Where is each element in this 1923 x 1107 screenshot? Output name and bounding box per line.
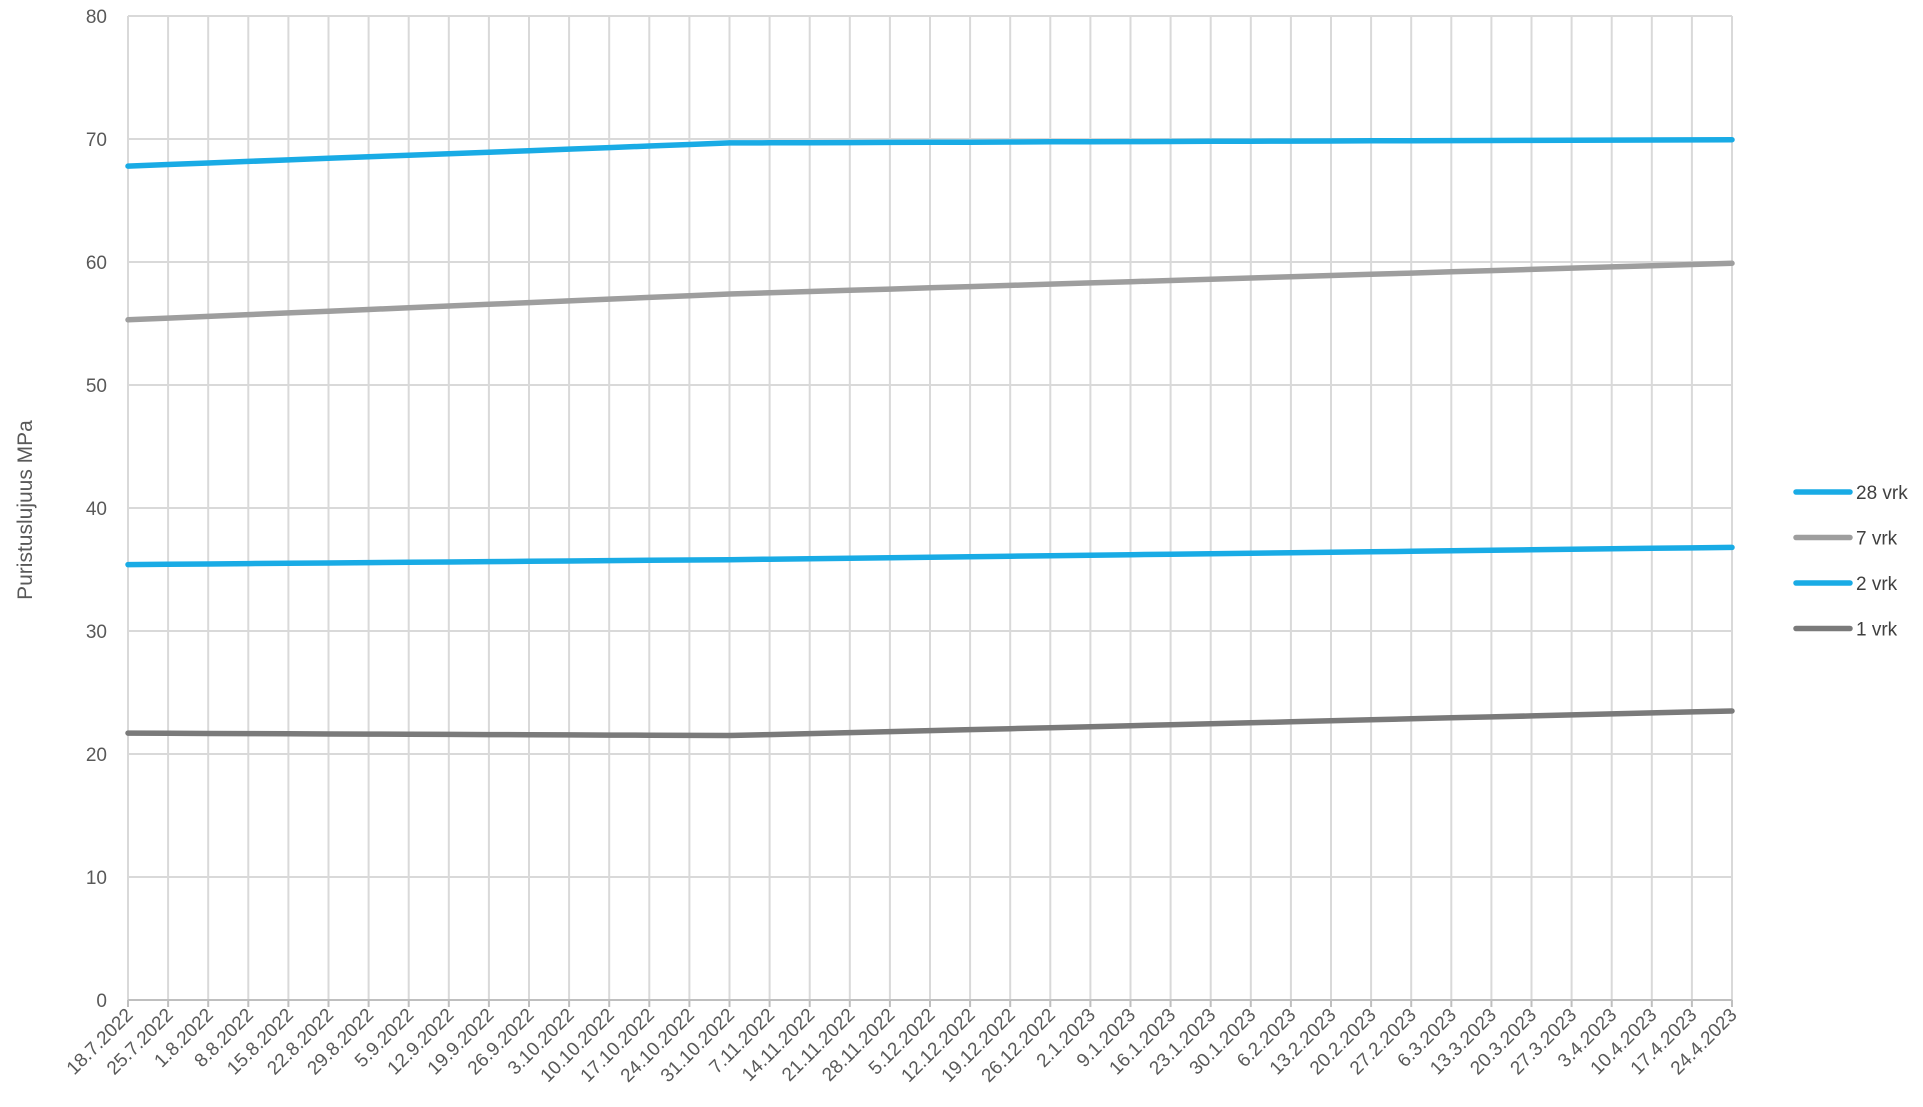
y-tick-label: 70 xyxy=(86,130,107,151)
series-line-1-vrk xyxy=(125,708,1735,739)
series-lines xyxy=(125,136,1735,739)
series-line-2-vrk xyxy=(125,544,1735,568)
y-tick-label: 10 xyxy=(86,868,107,889)
y-tick-label: 50 xyxy=(86,376,107,397)
y-tick-label: 20 xyxy=(86,745,107,766)
legend-label: 2 vrk xyxy=(1856,574,1898,595)
y-tick-label: 40 xyxy=(86,499,107,520)
legend: 28 vrk 7 vrk 2 vrk 1 vrk xyxy=(1793,483,1908,641)
y-axis-title: Puristuslujuus MPa xyxy=(14,420,37,600)
legend-label: 28 vrk xyxy=(1856,483,1908,504)
x-axis-ticks: 18.7.202225.7.20221.8.20228.8.202215.8.2… xyxy=(63,1005,1742,1087)
series-line-7-vrk xyxy=(125,260,1735,323)
series-line-28-vrk xyxy=(125,136,1735,169)
y-tick-label: 80 xyxy=(86,7,107,28)
legend-label: 1 vrk xyxy=(1856,620,1898,641)
legend-label: 7 vrk xyxy=(1856,529,1898,550)
y-tick-label: 30 xyxy=(86,622,107,643)
gridlines xyxy=(127,15,1733,1007)
y-axis-ticks: 0 10 20 30 40 50 60 70 80 xyxy=(86,7,107,1012)
y-tick-label: 60 xyxy=(86,253,107,274)
y-tick-label: 0 xyxy=(96,991,107,1012)
